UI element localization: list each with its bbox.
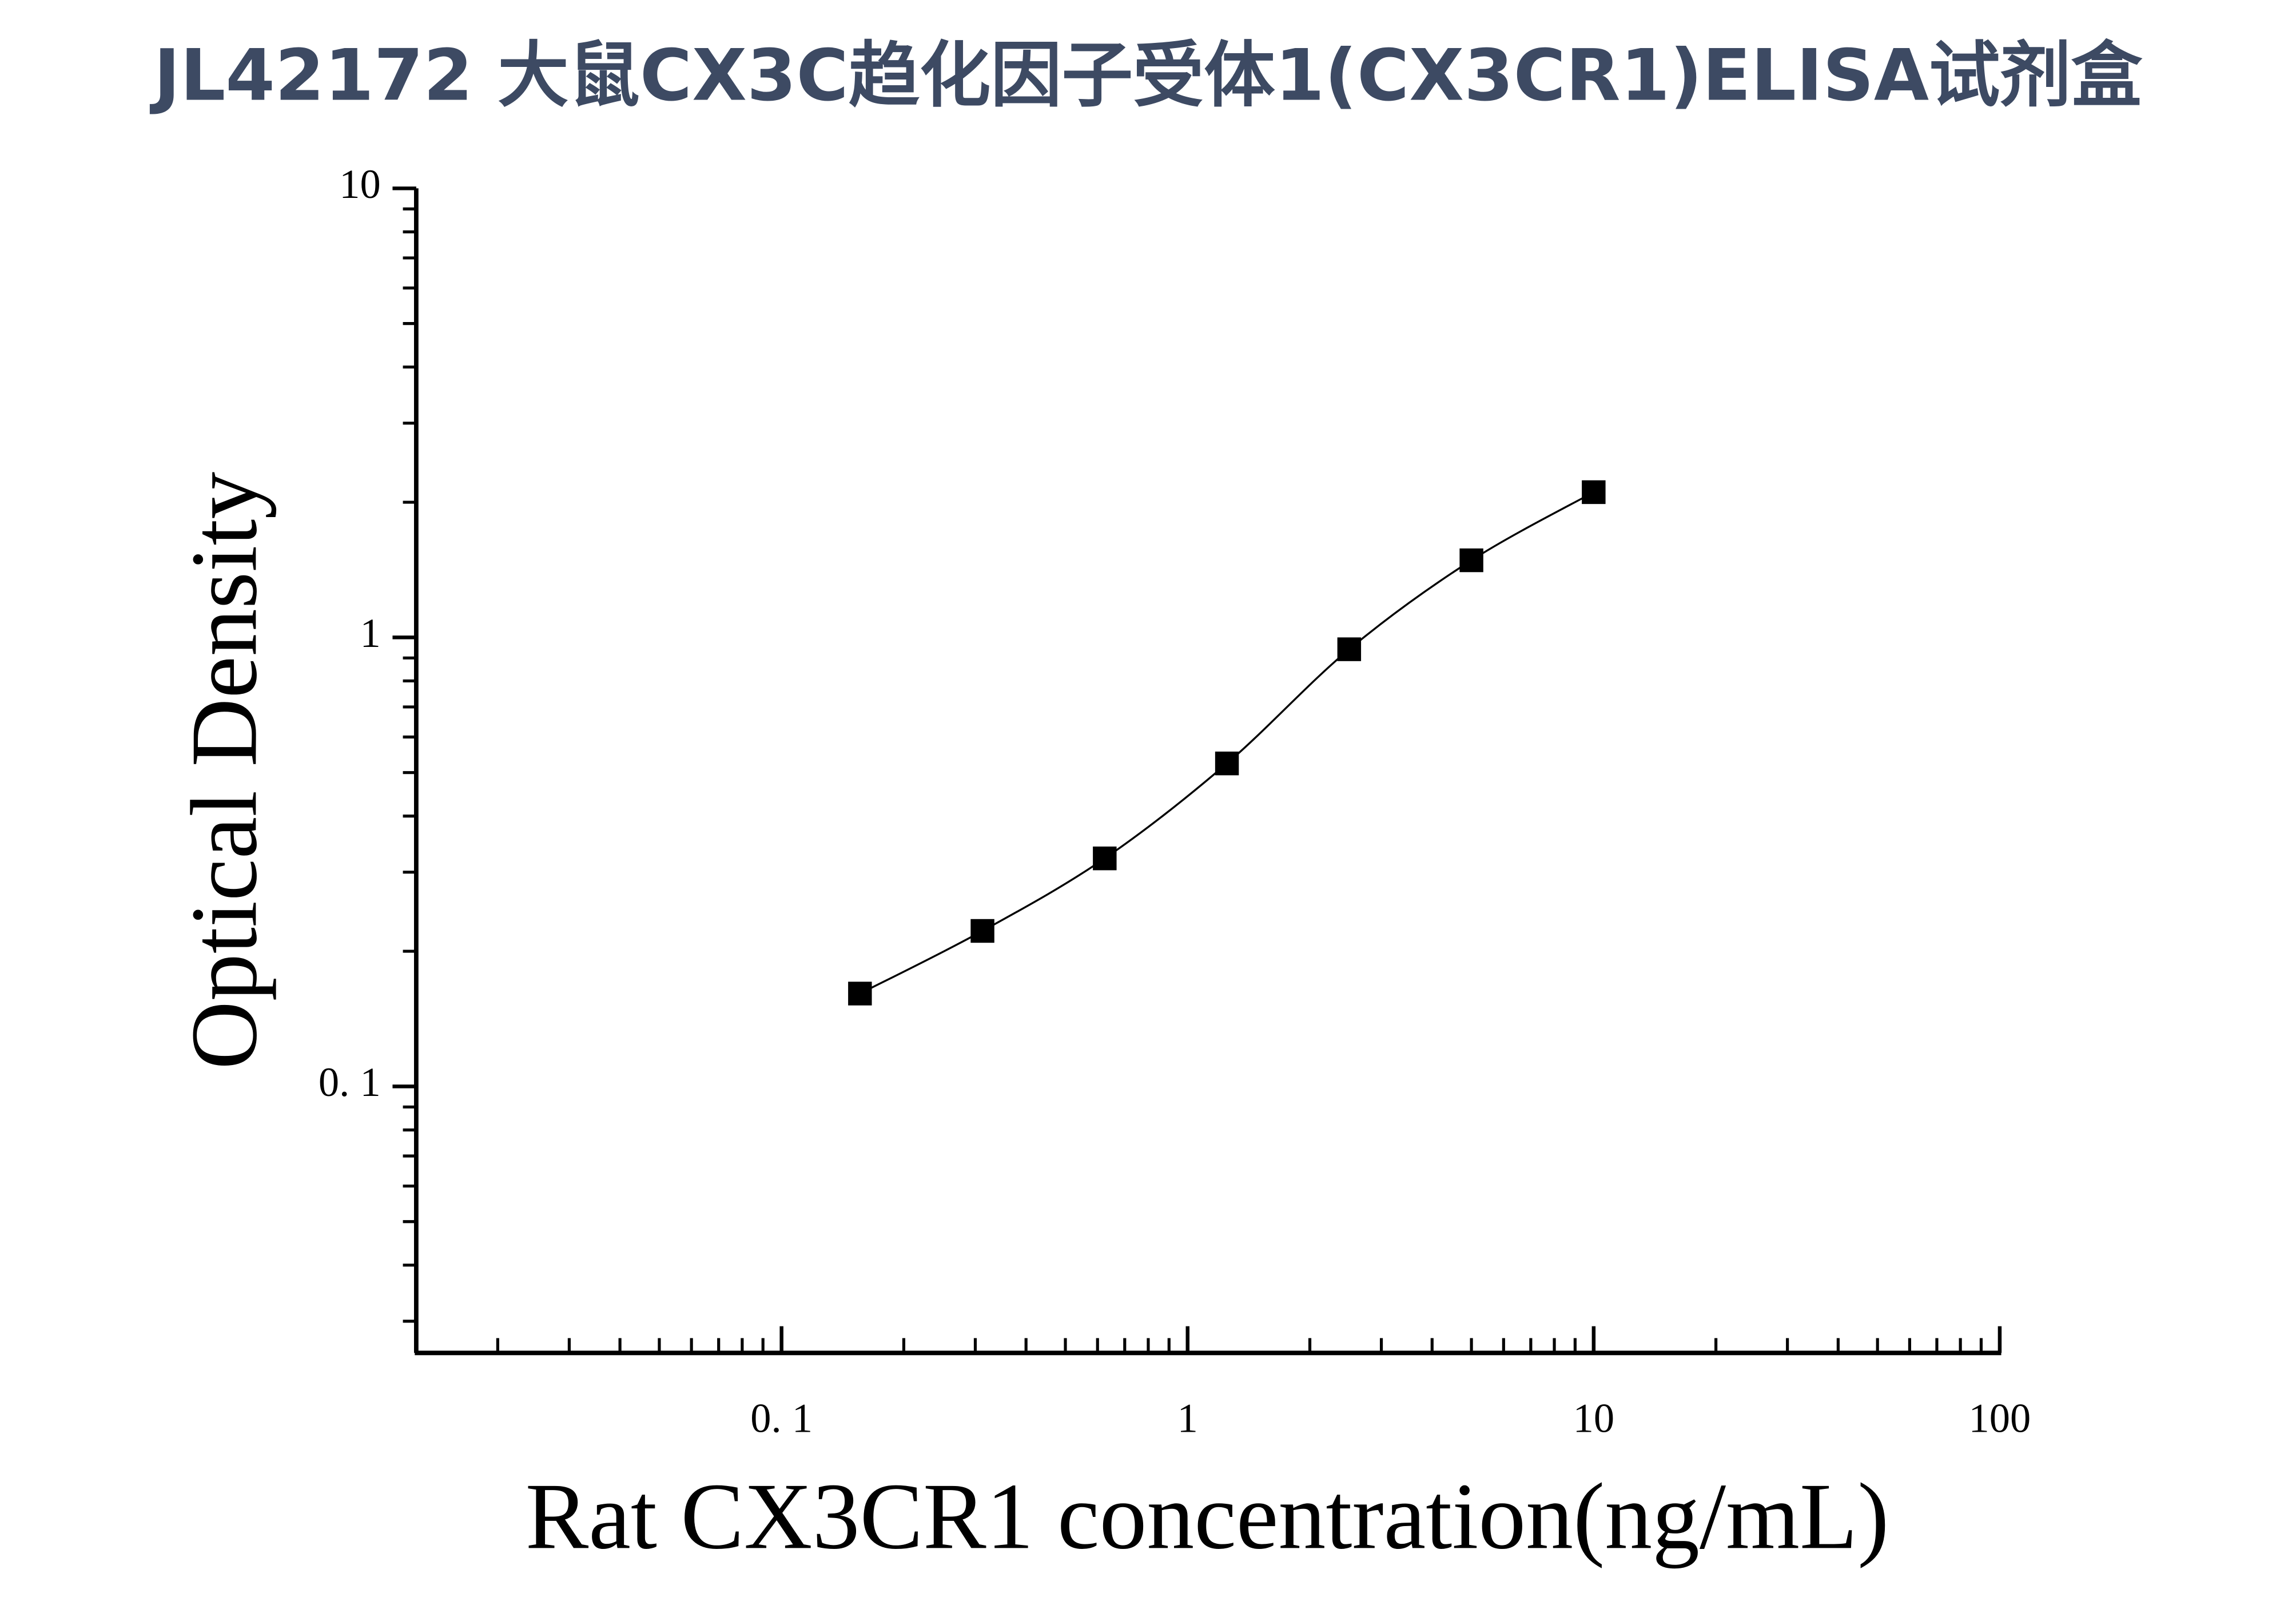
data-point (1215, 751, 1239, 776)
data-point (848, 982, 872, 1006)
y-tick-label: 1 (360, 610, 380, 656)
data-point (1582, 480, 1606, 504)
y-tick-label: 0. 1 (319, 1059, 381, 1105)
x-tick-label: 100 (1969, 1395, 2031, 1441)
data-point (1093, 846, 1117, 871)
y-tick-label: 10 (339, 161, 381, 207)
x-tick-label: 10 (1573, 1395, 1615, 1441)
data-point (970, 919, 994, 943)
chart-title: JL42172 大鼠CX3C趋化因子受体1(CX3CR1)ELISA试剂盒 (150, 34, 2143, 117)
data-point (1459, 548, 1483, 573)
data-point (1337, 637, 1362, 661)
x-tick-label: 1 (1177, 1395, 1198, 1441)
x-axis-label: Rat CX3CR1 concentration(ng/mL) (526, 1463, 1889, 1568)
x-tick-label: 0. 1 (750, 1395, 813, 1441)
y-axis-label: Optical Density (171, 472, 276, 1070)
